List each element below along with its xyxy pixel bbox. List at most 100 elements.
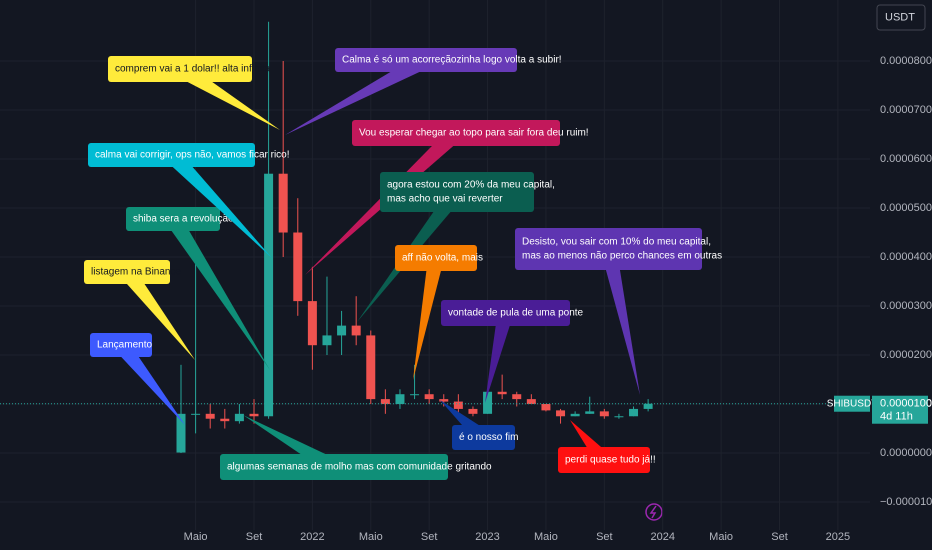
annotation-text: Desisto, vou sair com 10% do meu capital… xyxy=(522,237,711,248)
currency: USDT xyxy=(885,11,915,23)
annotation: comprem vai a 1 dolar!! alta infinita xyxy=(108,56,280,130)
annotation-box xyxy=(395,245,477,271)
x-tick-label: Maio xyxy=(534,531,558,543)
x-tick-label: Set xyxy=(246,531,263,543)
annotation: perdi quase tudo já!! xyxy=(558,420,656,473)
annotation: Desisto, vou sair com 10% do meu capital… xyxy=(515,228,722,395)
event-icon-bolt xyxy=(649,505,657,519)
grid-layer xyxy=(0,0,870,530)
candle-body xyxy=(570,413,580,417)
annotation-box xyxy=(108,56,252,82)
annotation: listagem na Binance xyxy=(84,260,195,360)
candle-body xyxy=(585,411,595,414)
annotation-box xyxy=(380,172,534,212)
annotation-box xyxy=(84,260,170,284)
annotation-text: comprem vai a 1 dolar!! alta infinita xyxy=(115,64,271,75)
candle-body xyxy=(322,335,332,346)
candle-body xyxy=(614,416,624,418)
candle-body xyxy=(191,413,201,415)
annotation: Lançamento xyxy=(90,333,185,425)
candle-body xyxy=(643,403,653,409)
annotation-text: mas acho que vai reverter xyxy=(387,194,503,205)
annotation-text: vontade de pula de uma ponte xyxy=(448,308,584,319)
candle-body xyxy=(293,232,303,302)
annotation-text: calma vai corrigir, ops não, vamos ficar… xyxy=(95,150,290,161)
annotation-pointer xyxy=(114,340,185,425)
annotation-box xyxy=(90,333,152,357)
annotation-text: aff não volta, mais xyxy=(402,253,483,264)
annotation: algumas semanas de molho mas com comunid… xyxy=(220,415,492,480)
annotation-box xyxy=(441,300,570,326)
candle-body xyxy=(468,408,478,414)
annotation-text: agora estou com 20% da meu capital, xyxy=(387,180,555,191)
candle-body xyxy=(366,335,376,400)
symbol-box xyxy=(834,395,870,412)
y-tick-label: −0.00001000 xyxy=(880,496,932,508)
currency-box[interactable] xyxy=(876,4,926,31)
candle-body xyxy=(351,325,361,336)
annotation-pointer xyxy=(600,247,640,395)
annotation-box xyxy=(220,454,448,480)
annotation: calma vai corrigir, ops não, vamos ficar… xyxy=(88,143,290,258)
annotation-text: Lançamento xyxy=(97,340,152,351)
annotation-text: listagem na Binance xyxy=(91,267,181,278)
annotation-text: é o nosso fim xyxy=(459,432,518,443)
x-tick-label: 2022 xyxy=(300,531,324,543)
symbol-label: SHIBUSDT xyxy=(827,398,878,409)
candle-body xyxy=(176,413,186,453)
annotation-pointer xyxy=(285,52,430,135)
annotation-pointer xyxy=(485,311,514,403)
annotation-text: Calma é só um acorreçãozinha logo volta … xyxy=(342,55,562,66)
countdown: 4d 11h xyxy=(880,411,913,423)
candle-body xyxy=(439,399,449,402)
candle-body xyxy=(380,399,390,405)
candle-body xyxy=(526,399,536,405)
x-tick-label: Maio xyxy=(709,531,733,543)
annotation-box xyxy=(352,120,560,146)
candle-body xyxy=(556,410,566,417)
annotation-box xyxy=(515,228,702,270)
annotation-text: shiba sera a revolução xyxy=(133,214,234,225)
event-icon[interactable] xyxy=(645,503,663,521)
candle-body xyxy=(497,391,507,395)
candle-body xyxy=(483,391,493,414)
candle-body xyxy=(410,394,420,396)
annotation-box xyxy=(558,447,650,473)
annotation-pointer xyxy=(120,267,195,360)
x-tick-label: 2023 xyxy=(475,531,499,543)
candle-body xyxy=(220,418,230,422)
annotation-box xyxy=(335,48,517,72)
candle-body xyxy=(337,325,347,336)
annotation-text: Vou esperar chegar ao topo para sair for… xyxy=(359,128,589,139)
x-tick-label: Set xyxy=(421,531,438,543)
candle-body xyxy=(205,413,215,419)
y-tick-label: 0.00008000 xyxy=(880,55,932,67)
annotation: aff não volta, mais xyxy=(395,245,483,380)
x-tick-label: 2024 xyxy=(650,531,674,543)
annotation-text: algumas semanas de molho mas com comunid… xyxy=(227,462,492,473)
candle-body xyxy=(395,394,405,405)
annotation-pointer xyxy=(166,214,270,370)
annotation: shiba sera a revolução xyxy=(126,207,270,370)
price-box xyxy=(872,395,928,424)
candle-body xyxy=(599,411,609,417)
annotation-pointer xyxy=(413,256,444,380)
annotation: é o nosso fim xyxy=(440,400,518,450)
x-tick-label: Maio xyxy=(184,531,208,543)
candle-body xyxy=(249,413,259,417)
annotation-text: mas ao menos não perco chances em outras xyxy=(522,251,722,262)
last-price: 0.00001006 xyxy=(880,398,932,410)
annotation: Calma é só um acorreçãozinha logo volta … xyxy=(285,48,562,135)
annotation-box xyxy=(88,143,255,167)
candle-body xyxy=(264,173,274,417)
x-tick-label: Set xyxy=(596,531,613,543)
annotation-text: perdi quase tudo já!! xyxy=(565,455,656,466)
x-tick-label: 2025 xyxy=(826,531,850,543)
